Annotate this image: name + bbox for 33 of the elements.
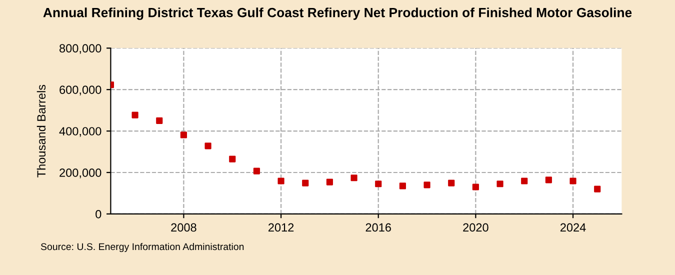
x-tick-label: 2024: [560, 223, 586, 232]
y-tick-label: 0: [96, 210, 102, 218]
point: [399, 182, 406, 190]
x-tick-label: 2008: [171, 223, 196, 232]
point: [424, 182, 430, 188]
x-tick-label: 2012: [268, 223, 294, 232]
point: [594, 186, 601, 192]
point: [156, 117, 163, 124]
y-axis-title: Thousand Barrels: [36, 84, 46, 178]
chart-title: Annual Refining District Texas Gulf Coast Refinery Net Production of Finished Motor Gasoline: [43, 8, 632, 20]
source-note: Source: U.S. Energy Information Administration: [40, 242, 244, 252]
point: [496, 180, 504, 188]
point: [521, 178, 528, 184]
point: [278, 178, 284, 184]
y-tick-label: 400,000: [59, 127, 102, 137]
point: [448, 180, 455, 186]
y-tick-label: 200,000: [60, 168, 102, 178]
point: [180, 132, 187, 138]
point: [132, 112, 138, 118]
point: [204, 142, 212, 150]
point: [545, 176, 552, 184]
point: [570, 178, 576, 184]
point: [229, 156, 236, 162]
x-tick-label: 2020: [463, 223, 488, 232]
point: [302, 180, 309, 186]
y-tick-label: 600,000: [60, 86, 102, 96]
point: [326, 178, 333, 186]
point: [375, 180, 382, 188]
x-tick-label: 2016: [366, 223, 391, 232]
point: [472, 184, 479, 190]
y-tick-label: 800,000: [60, 44, 102, 54]
point: [253, 168, 260, 174]
point: [350, 174, 358, 182]
